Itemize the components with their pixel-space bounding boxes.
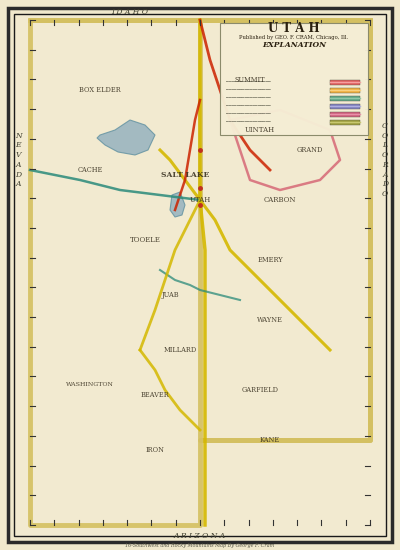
Text: JUAB: JUAB: [161, 291, 179, 299]
Bar: [330, 104, 360, 109]
Bar: [370, 20, 378, 530]
Polygon shape: [170, 192, 185, 217]
Text: EMERY: EMERY: [257, 256, 283, 264]
Text: N
E
V
A
D
A: N E V A D A: [15, 131, 21, 189]
Text: TOOELE: TOOELE: [130, 236, 160, 244]
Text: ─────────────────: ─────────────────: [226, 112, 271, 116]
Text: Published by GEO. F. CRAM, Chicago, Ill.: Published by GEO. F. CRAM, Chicago, Ill.: [239, 36, 349, 41]
Text: BEAVER: BEAVER: [141, 391, 169, 399]
Text: GRAND: GRAND: [297, 146, 323, 154]
Text: CACHE: CACHE: [77, 166, 103, 174]
Bar: [330, 80, 360, 85]
Bar: [22, 522, 378, 530]
Bar: [330, 96, 360, 101]
Bar: [330, 112, 360, 117]
Text: A R I Z O N A: A R I Z O N A: [174, 532, 226, 540]
Text: CARBON: CARBON: [264, 196, 296, 204]
Text: BOX ELDER: BOX ELDER: [79, 86, 121, 94]
Text: 16-Southwest and Rocky Mountains Map By George F. Cram: 16-Southwest and Rocky Mountains Map By …: [125, 543, 275, 548]
Text: EXPLANATION: EXPLANATION: [262, 41, 326, 49]
Bar: [220, 23, 368, 135]
Text: SUMMIT: SUMMIT: [235, 76, 265, 84]
Text: ─────────────────: ─────────────────: [226, 104, 271, 108]
Text: UTAH: UTAH: [189, 196, 211, 204]
Text: ─────────────────: ─────────────────: [226, 80, 271, 84]
Text: SALT LAKE: SALT LAKE: [161, 171, 209, 179]
Text: UINTAH: UINTAH: [245, 126, 275, 134]
Bar: [330, 88, 360, 93]
Text: WASHINGTON: WASHINGTON: [66, 382, 114, 388]
Text: ─────────────────: ─────────────────: [226, 120, 271, 124]
Text: C
O
L
O
R
A
D
O: C O L O R A D O: [382, 122, 388, 199]
Text: WAYNE: WAYNE: [257, 316, 283, 324]
Text: GARFIELD: GARFIELD: [242, 386, 278, 394]
Text: IRON: IRON: [146, 446, 164, 454]
Bar: [22, 20, 200, 28]
Polygon shape: [97, 120, 155, 155]
Bar: [330, 120, 360, 125]
Text: KANE: KANE: [260, 436, 280, 444]
Text: MILLARD: MILLARD: [163, 346, 197, 354]
Bar: [200, 20, 378, 28]
Bar: [22, 20, 30, 530]
Text: ─────────────────: ─────────────────: [226, 88, 271, 92]
Text: U T A H: U T A H: [268, 23, 320, 36]
Text: ─────────────────: ─────────────────: [226, 96, 271, 100]
Text: I D A H O: I D A H O: [112, 8, 148, 16]
